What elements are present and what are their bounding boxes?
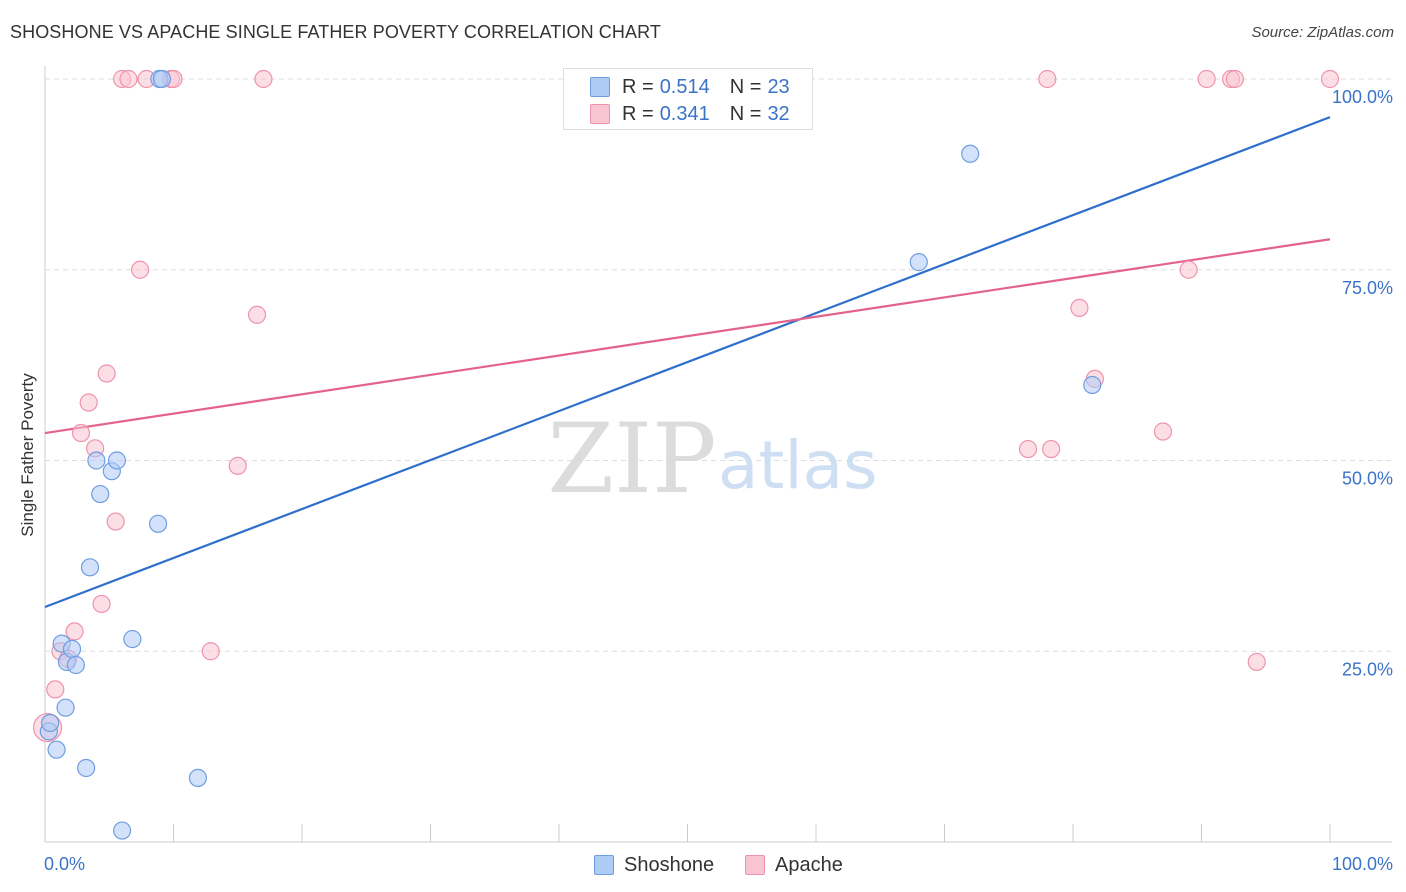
shoshone-point bbox=[148, 514, 168, 533]
apache-point bbox=[1153, 422, 1173, 441]
y-tick-label: 100.0% bbox=[1332, 87, 1393, 107]
apache-point bbox=[130, 260, 150, 279]
legend-r-value: 0.341 bbox=[659, 102, 710, 125]
shoshone-point bbox=[112, 821, 132, 840]
tick-label-layer: 25.0% 50.0% 75.0% 100.0% 0.0% 100.0% bbox=[44, 87, 1393, 874]
shoshone-point bbox=[909, 253, 928, 272]
shoshone-point bbox=[188, 768, 208, 788]
shoshone-point bbox=[87, 451, 106, 470]
source-label: Source: ZipAtlas.com bbox=[1251, 24, 1394, 41]
shoshone-point bbox=[66, 655, 85, 675]
x-tick-label: 100.0% bbox=[1332, 854, 1393, 874]
legend-n-value: 32 bbox=[767, 102, 790, 125]
watermark: ZIP atlas bbox=[547, 403, 877, 515]
apache-point bbox=[1320, 69, 1340, 89]
apache-point bbox=[201, 642, 220, 661]
shoshone-point bbox=[56, 698, 75, 717]
apache-point bbox=[65, 622, 84, 641]
legend-r-label: R = bbox=[622, 102, 654, 125]
apache-point bbox=[228, 456, 247, 475]
legend-n-value: 23 bbox=[767, 75, 790, 98]
apache-point bbox=[1070, 298, 1089, 317]
apache-point bbox=[1197, 69, 1216, 89]
points-layer bbox=[32, 69, 1340, 840]
correlation-legend: R = 0.514 N = 23 R = 0.341 N = 32 bbox=[563, 68, 813, 130]
shoshone-point bbox=[77, 758, 96, 778]
watermark-zip: ZIP bbox=[547, 403, 716, 515]
apache-point bbox=[79, 393, 98, 412]
axis-layer bbox=[44, 66, 1392, 843]
shoshone-point bbox=[91, 484, 110, 504]
legend-r-label: R = bbox=[622, 75, 654, 98]
chart-title: SHOSHONE VS APACHE SINGLE FATHER POVERTY… bbox=[10, 22, 661, 42]
y-tick-label: 75.0% bbox=[1342, 278, 1393, 298]
legend-label-apache: Apache bbox=[775, 853, 843, 876]
y-tick-label: 25.0% bbox=[1342, 659, 1393, 679]
apache-point bbox=[92, 594, 111, 614]
apache-swatch-icon bbox=[745, 855, 765, 875]
apache-point bbox=[119, 69, 138, 89]
legend-label-shoshone: Shoshone bbox=[624, 853, 715, 876]
apache-point bbox=[106, 512, 125, 531]
apache-swatch-icon bbox=[590, 104, 610, 124]
legend-n-label: N = bbox=[729, 102, 762, 125]
legend-item-apache[interactable]: Apache bbox=[745, 852, 843, 878]
apache-point bbox=[1018, 439, 1038, 459]
y-axis-title: Single Father Poverty bbox=[18, 373, 37, 537]
shoshone-point bbox=[123, 629, 142, 649]
legend-item-shoshone[interactable]: Shoshone bbox=[594, 852, 714, 878]
legend-row-shoshone: R = 0.514 N = 23 bbox=[590, 74, 790, 100]
shoshone-point bbox=[961, 144, 980, 163]
shoshone-swatch-icon bbox=[594, 855, 614, 875]
apache-point bbox=[71, 423, 91, 443]
shoshone-point bbox=[62, 639, 82, 659]
series-legend: Shoshone Apache bbox=[0, 852, 1406, 878]
apache-point bbox=[1042, 439, 1061, 459]
apache-trend-line bbox=[44, 238, 1331, 435]
grid-layer bbox=[45, 78, 1392, 652]
apache-point bbox=[1179, 260, 1198, 279]
legend-row-apache: R = 0.341 N = 32 bbox=[590, 101, 790, 127]
watermark-atlas: atlas bbox=[718, 427, 878, 504]
shoshone-trend-line bbox=[44, 116, 1331, 609]
shoshone-point bbox=[47, 740, 66, 759]
shoshone-point bbox=[1083, 375, 1102, 395]
apache-point bbox=[247, 305, 267, 324]
shoshone-point bbox=[152, 69, 172, 89]
apache-point bbox=[46, 680, 65, 699]
legend-r-value: 0.514 bbox=[659, 75, 710, 98]
y-tick-label: 50.0% bbox=[1342, 469, 1393, 489]
trend-layer bbox=[44, 116, 1331, 609]
apache-point bbox=[1038, 69, 1057, 89]
x-tick-label: 0.0% bbox=[44, 854, 85, 874]
shoshone-point bbox=[107, 451, 127, 470]
apache-point bbox=[254, 69, 273, 89]
apache-point bbox=[1225, 69, 1245, 89]
shoshone-swatch-icon bbox=[590, 77, 610, 97]
shoshone-point bbox=[41, 713, 60, 733]
legend-n-label: N = bbox=[729, 75, 762, 98]
apache-point bbox=[1247, 652, 1266, 672]
shoshone-point bbox=[80, 558, 100, 577]
apache-point bbox=[97, 364, 116, 383]
